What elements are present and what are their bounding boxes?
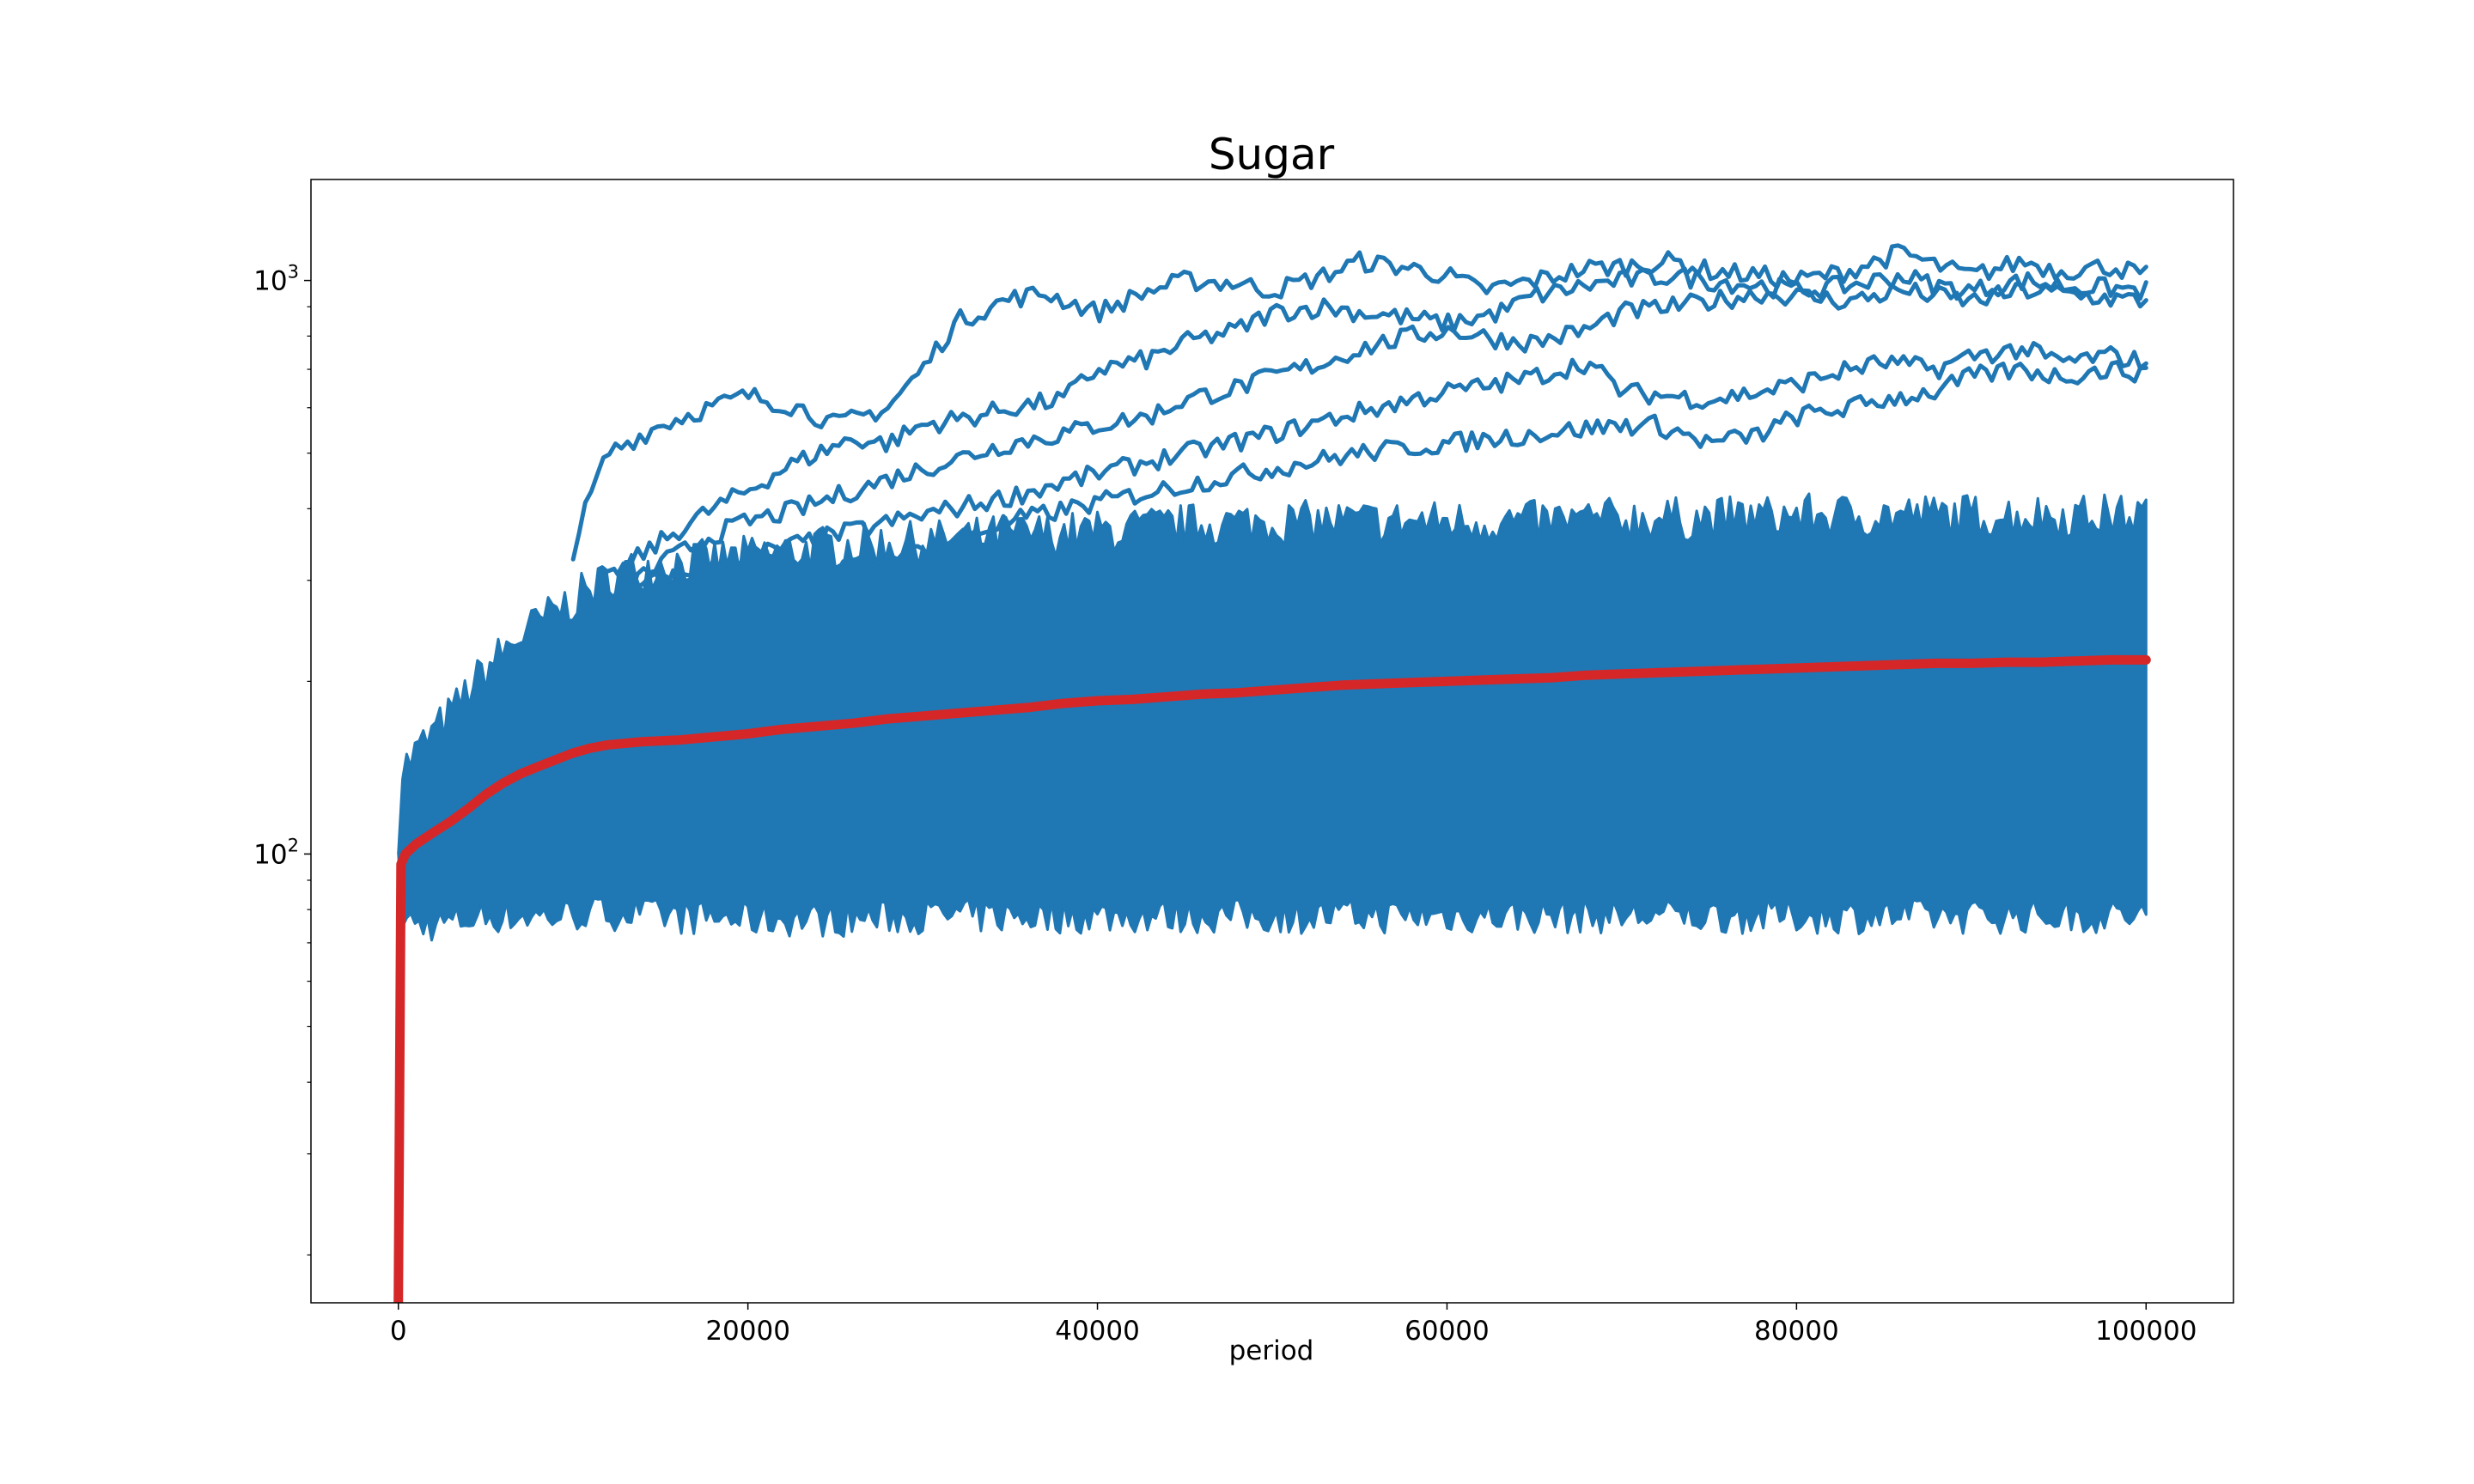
x-tick-label: 0 xyxy=(390,1316,407,1347)
x-tick-label: 20000 xyxy=(705,1316,790,1347)
agent-line-1 xyxy=(606,266,2148,580)
y-axis: 102 103 xyxy=(253,262,311,1256)
mean-line xyxy=(393,654,2151,1303)
y-tick-label: 103 xyxy=(253,262,299,297)
agents-band xyxy=(397,492,2148,942)
agent-line-3 xyxy=(606,341,2148,605)
x-tick-label: 60000 xyxy=(1405,1316,1490,1347)
plot-area xyxy=(393,243,2151,1303)
plot-frame xyxy=(310,179,2234,1304)
agent-line-0 xyxy=(570,243,2148,562)
x-tick-label: 40000 xyxy=(1055,1316,1140,1347)
x-tick-label: 100000 xyxy=(2095,1316,2197,1347)
x-axis: 0 20000 40000 60000 80000 100000 xyxy=(390,1303,2197,1347)
agent-line-2 xyxy=(606,281,2148,600)
x-axis-label: period xyxy=(1229,1335,1314,1366)
x-tick-label: 80000 xyxy=(1754,1316,1839,1347)
chart-title: Sugar xyxy=(1209,130,1335,179)
agent-line-4 xyxy=(658,360,2148,624)
y-tick-label: 102 xyxy=(253,835,299,870)
